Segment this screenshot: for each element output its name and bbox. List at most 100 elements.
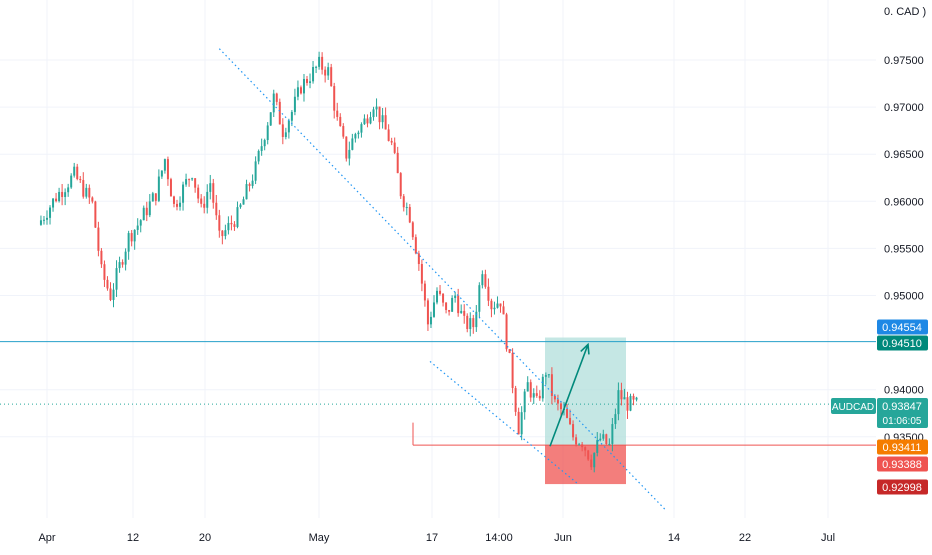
candle <box>457 288 460 317</box>
time-axis-tick-label: Apr <box>38 532 55 544</box>
candle <box>632 393 635 406</box>
price-axis-tick-label: 0.96000 <box>884 196 924 208</box>
candle <box>52 197 55 212</box>
candle <box>584 446 587 457</box>
candle <box>315 65 318 74</box>
candle <box>414 234 417 255</box>
candle <box>348 141 351 166</box>
price-axis[interactable]: 0.97500 0.97000 0.96500 0.96000 0.95500 0.950… <box>884 55 924 444</box>
candle <box>523 388 526 420</box>
candle <box>64 188 67 206</box>
candle <box>451 295 454 312</box>
price-tag-line: 0.94510 <box>877 335 928 351</box>
candle <box>626 391 629 419</box>
candle <box>429 311 432 329</box>
candle <box>49 205 52 225</box>
candle <box>547 374 550 378</box>
candle <box>200 194 203 208</box>
time-axis-tick-label: 14:00 <box>485 532 513 544</box>
candle <box>623 388 626 400</box>
candle <box>439 284 442 296</box>
candle <box>499 303 502 313</box>
candle <box>124 248 127 271</box>
candle <box>417 250 420 271</box>
candle <box>339 113 342 127</box>
candle <box>532 388 535 405</box>
candle <box>176 199 179 211</box>
candle <box>166 156 169 186</box>
candle <box>79 176 82 183</box>
candle <box>142 205 145 221</box>
candles <box>39 51 638 473</box>
candle <box>248 182 251 192</box>
price-axis-tick-label: 0.96500 <box>884 149 924 161</box>
candle <box>569 409 572 426</box>
candle <box>635 396 638 402</box>
symbol-price-tag: AUDCAD 0.93847 01:06:05 <box>831 398 928 428</box>
candle <box>375 98 378 117</box>
candle <box>182 181 185 211</box>
candle <box>121 259 124 268</box>
grid <box>0 0 876 518</box>
candle <box>493 301 496 315</box>
candle <box>327 62 330 80</box>
candle <box>381 108 384 129</box>
price-axis-tick-label: 0.95000 <box>884 291 924 303</box>
candle <box>369 111 372 125</box>
candle <box>275 92 278 106</box>
candle <box>587 449 590 461</box>
candle <box>572 420 575 441</box>
candle <box>481 270 484 289</box>
time-axis-tick-label: 22 <box>739 532 751 544</box>
candle <box>284 127 287 140</box>
candle <box>393 137 396 155</box>
candle <box>360 122 363 138</box>
candle <box>55 192 58 203</box>
candle <box>390 137 393 146</box>
price-axis-tick-label: 0.95500 <box>884 243 924 255</box>
candle <box>342 123 345 139</box>
candle <box>85 183 88 199</box>
candle <box>169 177 172 197</box>
candle <box>405 202 408 216</box>
projection-arrow[interactable] <box>549 342 590 447</box>
candle <box>411 221 414 240</box>
candle <box>266 122 269 145</box>
candle <box>487 278 490 307</box>
candle <box>593 452 596 473</box>
trendline[interactable] <box>218 48 666 510</box>
trendline-secondary[interactable] <box>429 360 579 485</box>
candle <box>351 133 354 151</box>
candle <box>508 349 511 354</box>
candle <box>254 156 257 185</box>
candle <box>97 221 100 257</box>
time-axis[interactable]: Apr 12 20 May 17 14:00 Jun 14 22 Jul <box>38 532 835 544</box>
candle <box>559 401 562 416</box>
long-position-tool[interactable] <box>545 337 626 485</box>
candle <box>191 177 194 181</box>
time-axis-tick-label: 20 <box>199 532 211 544</box>
candle <box>209 174 212 200</box>
time-axis-tick-label: Jul <box>821 532 835 544</box>
candle <box>541 373 544 402</box>
candle <box>42 216 45 225</box>
candle <box>475 305 478 332</box>
candle <box>260 138 263 156</box>
candle <box>133 229 136 250</box>
candle <box>100 248 103 268</box>
price-tag-level-text: 0.93388 <box>882 459 922 471</box>
candle <box>469 312 472 337</box>
candle <box>550 367 553 405</box>
candle <box>302 73 305 102</box>
candle <box>463 304 466 324</box>
candle <box>148 194 151 218</box>
candle <box>436 287 439 305</box>
candle <box>366 114 369 128</box>
candle <box>236 201 239 229</box>
price-tag-entry-text: 0.93411 <box>883 442 922 454</box>
candle <box>58 187 61 203</box>
candle <box>103 260 106 287</box>
candle <box>575 434 578 447</box>
